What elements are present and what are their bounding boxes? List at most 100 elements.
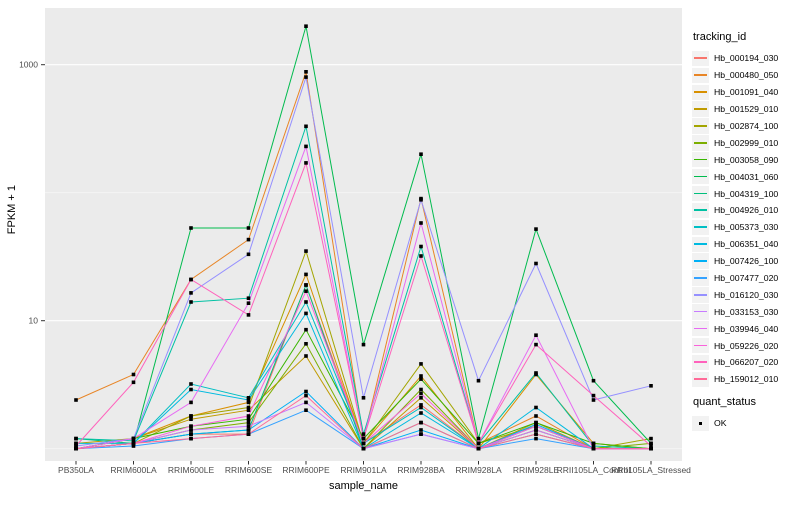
legend-item-ok: OK <box>692 415 798 432</box>
legend2-title: quant_status <box>693 396 756 408</box>
legend-item-label: Hb_059226_020 <box>714 340 779 351</box>
legend-line-swatch <box>694 226 707 229</box>
data-point <box>419 403 423 407</box>
data-point <box>189 226 193 230</box>
legend-item-label: Hb_007426_100 <box>714 256 779 267</box>
data-point <box>476 441 481 446</box>
data-point <box>304 311 308 316</box>
data-point <box>591 393 596 398</box>
data-point <box>304 393 308 398</box>
data-point <box>304 327 308 332</box>
x-tick-label: RRIM928LE <box>513 465 560 475</box>
x-tick-label: RRIM928BA <box>397 465 445 475</box>
legend-key-box <box>692 321 709 337</box>
legend-key-box <box>692 354 709 371</box>
legend-key-box <box>692 50 709 67</box>
data-point <box>304 161 308 165</box>
data-point <box>246 408 251 412</box>
data-point <box>246 237 251 242</box>
data-point <box>189 432 193 436</box>
data-point <box>419 405 423 410</box>
data-point <box>419 428 423 432</box>
legend-item-label: Hb_003058_090 <box>714 154 779 165</box>
legend-key-box <box>692 236 709 252</box>
data-point <box>649 384 653 388</box>
legend-item: Hb_059226_020 <box>692 337 798 354</box>
data-point <box>74 436 78 441</box>
data-point <box>304 249 308 253</box>
point-marker-icon <box>698 421 703 426</box>
data-point <box>419 377 423 381</box>
x-tick-label: RRIM901LA <box>340 465 387 475</box>
legend-item-label: Hb_002999_010 <box>714 137 779 148</box>
legend-item-label: Hb_001091_040 <box>714 87 779 98</box>
data-point <box>304 342 308 346</box>
data-point <box>246 252 251 257</box>
legend-line-swatch <box>694 125 707 127</box>
legend-line-swatch <box>694 91 707 93</box>
legend-line-swatch <box>694 310 707 313</box>
data-point <box>304 124 308 129</box>
data-point <box>419 420 423 425</box>
legend-key-box <box>692 118 709 134</box>
legend-item-label: Hb_004926_010 <box>714 205 779 216</box>
legend-item-label: Hb_159012_010 <box>714 374 779 385</box>
legend-item: Hb_007477_020 <box>692 270 798 287</box>
x-tick-label: PB350LA <box>58 465 94 475</box>
x-axis-title: sample_name <box>328 480 399 492</box>
legend-key-box <box>692 337 709 354</box>
legend-line-swatch <box>694 108 707 110</box>
legend-line-swatch <box>694 175 707 178</box>
data-point <box>534 422 538 427</box>
data-point <box>304 400 308 405</box>
legend-item: Hb_004926_010 <box>692 202 798 219</box>
data-point <box>304 300 308 304</box>
legend-item: Hb_004031_060 <box>692 168 798 185</box>
data-point <box>131 441 136 446</box>
legend-item: Hb_066207_020 <box>692 354 798 371</box>
plot-panel <box>45 8 682 461</box>
data-point <box>131 380 136 385</box>
legend-item-label: Hb_033153_030 <box>714 306 779 317</box>
legend-item-label: Hb_039946_040 <box>714 323 779 334</box>
legend-line-swatch <box>694 57 707 60</box>
legend-item: Hb_006351_040 <box>692 236 798 253</box>
data-point <box>131 436 136 441</box>
data-point <box>74 446 78 451</box>
legend-item: Hb_000480_050 <box>692 67 798 84</box>
data-point <box>246 400 251 405</box>
data-point <box>189 428 193 432</box>
legend-key-box <box>692 287 709 303</box>
data-point <box>591 446 596 451</box>
data-point <box>419 254 423 258</box>
legend-key-box <box>692 152 709 168</box>
legend-key-box <box>692 219 709 236</box>
data-point <box>246 414 251 418</box>
data-point <box>74 441 78 446</box>
legend-item: Hb_007426_100 <box>692 253 798 270</box>
x-tick-label: RRIM600PE <box>282 465 330 475</box>
legend-item: Hb_000194_030 <box>692 50 798 67</box>
x-tick-label: RRIM928LA <box>455 465 502 475</box>
legend-item-label: Hb_005373_030 <box>714 222 779 233</box>
data-point <box>419 432 423 436</box>
data-point <box>419 244 423 249</box>
legend-key-box <box>692 168 709 185</box>
legend-key-box <box>692 101 709 117</box>
legend-key-box <box>692 253 709 269</box>
legend-line-swatch <box>694 74 707 77</box>
data-point <box>304 354 308 358</box>
x-tick-label: RRIM600LE <box>168 465 215 475</box>
data-point <box>361 396 366 400</box>
legend-item-label: Hb_004319_100 <box>714 188 779 199</box>
legend-item: Hb_001091_040 <box>692 84 798 101</box>
x-tick-label: RRII105LA_Control <box>557 465 631 475</box>
legend-item: Hb_002874_100 <box>692 118 798 135</box>
legend-item: Hb_002999_010 <box>692 134 798 151</box>
data-point <box>534 424 538 428</box>
y-axis-title: FPKM + 1 <box>6 185 18 235</box>
legend-rows: Hb_000194_030 Hb_000480_050 Hb_001091_040 H… <box>692 50 798 388</box>
data-point <box>246 432 251 436</box>
legend-item-label: Hb_016120_030 <box>714 289 779 300</box>
